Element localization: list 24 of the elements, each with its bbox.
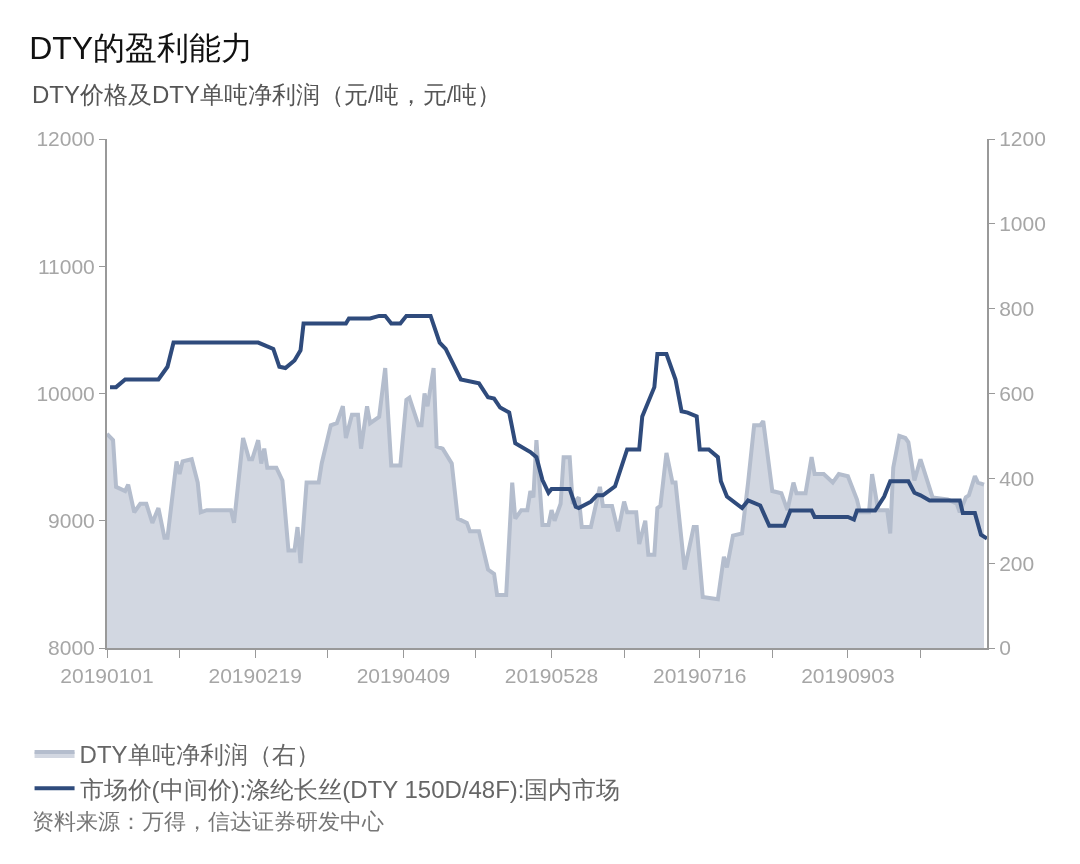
x-tick-label: 20190716 bbox=[652, 664, 747, 688]
x-tick-label: 20190219 bbox=[208, 664, 302, 688]
x-tick-label: 20190528 bbox=[504, 664, 599, 688]
y-tick-label: 11000 bbox=[37, 254, 95, 278]
y-tick-label: 9000 bbox=[48, 509, 95, 533]
chart-subtitle: DTY价格及DTY单吨净利润（元/吨，元/吨） bbox=[32, 81, 502, 108]
y-tick-label: 8000 bbox=[48, 636, 95, 660]
y2-tick-label: 600 bbox=[999, 381, 1035, 405]
x-tick-label: 20190101 bbox=[60, 664, 154, 688]
y-tick-label: 12000 bbox=[36, 127, 95, 151]
y2-tick-label: 200 bbox=[999, 551, 1035, 575]
y-tick-label: 10000 bbox=[36, 381, 95, 405]
x-tick-label: 20190903 bbox=[801, 664, 895, 688]
legend-label: DTY单吨净利润（右） bbox=[79, 741, 320, 769]
chart-title: DTY的盈利能力 bbox=[29, 29, 254, 66]
x-tick-label: 20190409 bbox=[356, 664, 451, 688]
line-series bbox=[108, 313, 987, 541]
text: 资料来源：万得，信达证券研发中心 bbox=[32, 809, 384, 834]
y2-tick-label: 400 bbox=[999, 466, 1035, 490]
y2-tick-label: 1200 bbox=[999, 127, 1046, 151]
y2-tick-label: 1000 bbox=[999, 212, 1046, 236]
legend-label: 市场价(中间价):涤纶长丝(DTY 150D/48F):国内市场 bbox=[79, 775, 621, 803]
y2-tick-label: 800 bbox=[999, 297, 1035, 321]
y2-tick-label: 0 bbox=[999, 636, 1011, 660]
